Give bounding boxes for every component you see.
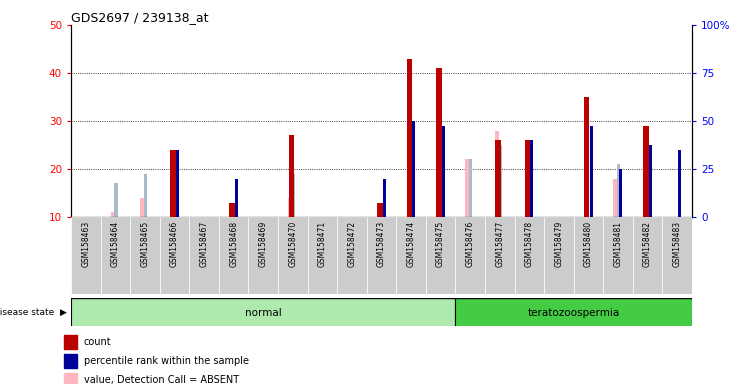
Bar xyxy=(649,145,652,217)
Text: GSM158469: GSM158469 xyxy=(259,221,268,267)
Text: count: count xyxy=(84,337,111,347)
Text: value, Detection Call = ABSENT: value, Detection Call = ABSENT xyxy=(84,375,239,384)
Text: GSM158463: GSM158463 xyxy=(82,221,91,267)
FancyBboxPatch shape xyxy=(71,217,101,294)
Bar xyxy=(140,198,144,217)
Bar xyxy=(412,121,415,217)
Bar xyxy=(465,159,470,217)
Bar xyxy=(617,164,620,217)
Bar xyxy=(619,169,622,217)
Bar xyxy=(383,179,386,217)
Text: GSM158482: GSM158482 xyxy=(643,221,652,267)
FancyBboxPatch shape xyxy=(248,217,278,294)
FancyBboxPatch shape xyxy=(426,217,456,294)
FancyBboxPatch shape xyxy=(189,217,219,294)
Bar xyxy=(498,145,502,217)
Text: GSM158474: GSM158474 xyxy=(407,221,416,267)
Text: GSM158466: GSM158466 xyxy=(170,221,179,267)
FancyBboxPatch shape xyxy=(307,217,337,294)
FancyBboxPatch shape xyxy=(633,217,662,294)
Text: GSM158479: GSM158479 xyxy=(554,221,563,267)
FancyBboxPatch shape xyxy=(574,217,603,294)
Bar xyxy=(171,150,176,217)
Bar xyxy=(144,174,147,217)
Bar xyxy=(64,354,77,368)
Bar xyxy=(230,203,235,217)
FancyBboxPatch shape xyxy=(662,217,692,294)
Bar xyxy=(288,198,292,217)
FancyBboxPatch shape xyxy=(544,217,574,294)
Bar xyxy=(114,184,117,217)
FancyBboxPatch shape xyxy=(219,217,248,294)
Text: GSM158476: GSM158476 xyxy=(466,221,475,267)
Bar xyxy=(442,126,445,217)
Text: GSM158471: GSM158471 xyxy=(318,221,327,267)
Text: GSM158475: GSM158475 xyxy=(436,221,445,267)
Bar xyxy=(176,150,179,217)
FancyBboxPatch shape xyxy=(130,217,160,294)
FancyBboxPatch shape xyxy=(485,217,515,294)
Text: GSM158473: GSM158473 xyxy=(377,221,386,267)
Bar xyxy=(289,136,294,217)
Bar xyxy=(469,159,473,217)
Bar xyxy=(589,126,592,217)
Text: GSM158472: GSM158472 xyxy=(347,221,356,267)
Text: GDS2697 / 239138_at: GDS2697 / 239138_at xyxy=(71,11,209,24)
Text: GSM158481: GSM158481 xyxy=(613,221,622,267)
Bar xyxy=(64,373,77,384)
Bar xyxy=(530,140,533,217)
Bar xyxy=(436,68,441,217)
Bar xyxy=(643,126,649,217)
Bar xyxy=(111,212,115,217)
FancyBboxPatch shape xyxy=(367,217,396,294)
FancyBboxPatch shape xyxy=(456,217,485,294)
FancyBboxPatch shape xyxy=(101,217,130,294)
Text: GSM158467: GSM158467 xyxy=(200,221,209,267)
FancyBboxPatch shape xyxy=(603,217,633,294)
Bar xyxy=(292,174,295,217)
Text: GSM158480: GSM158480 xyxy=(584,221,593,267)
Bar xyxy=(495,131,499,217)
Bar xyxy=(613,179,617,217)
Text: GSM158465: GSM158465 xyxy=(141,221,150,267)
Bar xyxy=(584,97,589,217)
Text: GSM158464: GSM158464 xyxy=(111,221,120,267)
Text: normal: normal xyxy=(245,308,281,318)
Text: GSM158483: GSM158483 xyxy=(672,221,681,267)
FancyBboxPatch shape xyxy=(278,217,307,294)
Bar xyxy=(407,59,412,217)
Bar xyxy=(678,150,681,217)
Bar xyxy=(525,140,530,217)
Text: GSM158468: GSM158468 xyxy=(229,221,238,267)
Text: teratozoospermia: teratozoospermia xyxy=(527,308,620,318)
Bar xyxy=(377,203,382,217)
Text: disease state  ▶: disease state ▶ xyxy=(0,308,67,316)
Text: GSM158477: GSM158477 xyxy=(495,221,504,267)
Bar xyxy=(235,179,238,217)
Bar xyxy=(71,298,456,326)
FancyBboxPatch shape xyxy=(160,217,189,294)
Text: percentile rank within the sample: percentile rank within the sample xyxy=(84,356,249,366)
Text: GSM158470: GSM158470 xyxy=(288,221,297,267)
Bar xyxy=(456,298,692,326)
Bar xyxy=(64,335,77,349)
FancyBboxPatch shape xyxy=(396,217,426,294)
Text: GSM158478: GSM158478 xyxy=(525,221,534,267)
FancyBboxPatch shape xyxy=(337,217,367,294)
Bar xyxy=(495,140,501,217)
FancyBboxPatch shape xyxy=(515,217,544,294)
